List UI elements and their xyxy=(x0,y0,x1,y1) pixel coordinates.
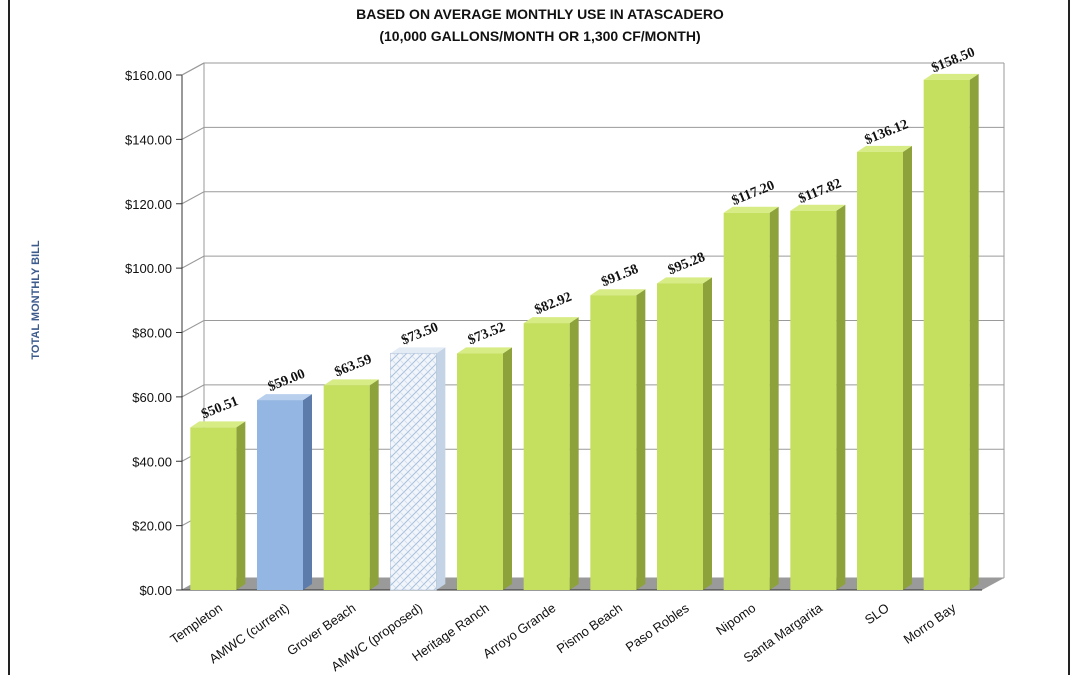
bar-front xyxy=(657,283,703,590)
bar-front xyxy=(790,210,837,590)
gridline-side xyxy=(181,384,205,398)
category-label: Morro Bay xyxy=(901,600,959,647)
bar-top xyxy=(790,204,846,211)
bar-top xyxy=(923,73,979,80)
bar-top xyxy=(723,206,779,213)
bar-side xyxy=(969,73,979,590)
bar-front xyxy=(457,353,503,590)
bar xyxy=(523,317,579,590)
bar-side xyxy=(369,379,379,590)
bar-front xyxy=(323,385,370,590)
bar xyxy=(323,379,379,590)
bar-front xyxy=(190,427,237,590)
y-tick-label: $100.00 xyxy=(125,261,172,276)
bar-top xyxy=(457,347,512,354)
data-label: $158.50 xyxy=(929,45,977,76)
bar-side xyxy=(703,277,712,590)
data-label: $117.20 xyxy=(730,178,777,209)
data-label: $82.92 xyxy=(533,290,574,318)
y-tick-label: $160.00 xyxy=(125,68,172,83)
category-label: Nipomo xyxy=(713,600,758,638)
chart-subtitle: (10,000 GALLONS/MONTH OR 1,300 CF/MONTH) xyxy=(379,28,701,44)
bar-side xyxy=(769,206,779,590)
data-label: $50.51 xyxy=(199,394,240,422)
bar-side xyxy=(303,394,312,590)
bar-side xyxy=(836,204,846,590)
data-label: $95.28 xyxy=(666,250,707,278)
category-label: Pismo Beach xyxy=(554,600,625,656)
bar-top xyxy=(857,145,912,152)
bar xyxy=(857,145,912,590)
category-label: SLO xyxy=(862,600,892,627)
data-label: $136.12 xyxy=(863,117,911,148)
bar-top xyxy=(257,394,312,401)
y-tick-label: $0.00 xyxy=(139,583,172,598)
bar-side xyxy=(636,289,646,590)
bar-front xyxy=(523,323,570,590)
bar-front xyxy=(723,212,770,590)
y-tick-label: $120.00 xyxy=(125,197,172,212)
y-tick-label: $20.00 xyxy=(132,519,172,534)
bar xyxy=(457,347,512,590)
chart-title: BASED ON AVERAGE MONTHLY USE IN ATASCADE… xyxy=(356,6,724,22)
bar-side xyxy=(236,421,246,590)
left-wall-top xyxy=(181,62,205,76)
bar-top xyxy=(590,289,646,296)
bar-top xyxy=(523,317,579,324)
data-label: $63.59 xyxy=(333,352,374,380)
bar xyxy=(923,73,979,590)
gridline-side xyxy=(181,255,205,269)
bar-side xyxy=(569,317,579,590)
bar xyxy=(657,277,712,590)
bar-side xyxy=(503,347,512,590)
category-label: Arroyo Grande xyxy=(480,600,558,661)
bar-front xyxy=(857,151,903,590)
bar-front xyxy=(923,79,970,590)
category-label: Paso Robles xyxy=(623,600,692,655)
category-label: Templeton xyxy=(167,600,225,647)
gridline-side xyxy=(181,126,205,140)
data-label: $117.82 xyxy=(796,176,843,207)
bar-front xyxy=(390,353,437,591)
bar-front xyxy=(590,295,637,590)
data-label: $91.58 xyxy=(599,262,640,290)
bar-side xyxy=(903,145,912,590)
bar xyxy=(590,289,646,590)
bar-side xyxy=(436,347,446,590)
bar-top xyxy=(657,277,712,284)
y-tick-label: $80.00 xyxy=(132,326,172,341)
bar-top xyxy=(190,421,246,428)
bar xyxy=(723,206,779,590)
bar xyxy=(390,347,446,591)
bar xyxy=(790,204,846,590)
bar-top xyxy=(323,379,379,386)
gridline-side xyxy=(181,320,205,333)
bar xyxy=(190,421,246,590)
y-tick-label: $140.00 xyxy=(125,132,172,147)
gridline-side xyxy=(181,191,205,205)
bar-top xyxy=(390,347,446,354)
y-tick-label: $40.00 xyxy=(132,454,172,469)
bar xyxy=(257,394,312,590)
data-label: $73.52 xyxy=(466,320,507,348)
data-label: $73.50 xyxy=(399,320,440,348)
data-label: $59.00 xyxy=(266,367,307,395)
bar-front xyxy=(257,400,303,590)
chart-frame xyxy=(8,0,1070,675)
y-tick-label: $60.00 xyxy=(132,390,172,405)
